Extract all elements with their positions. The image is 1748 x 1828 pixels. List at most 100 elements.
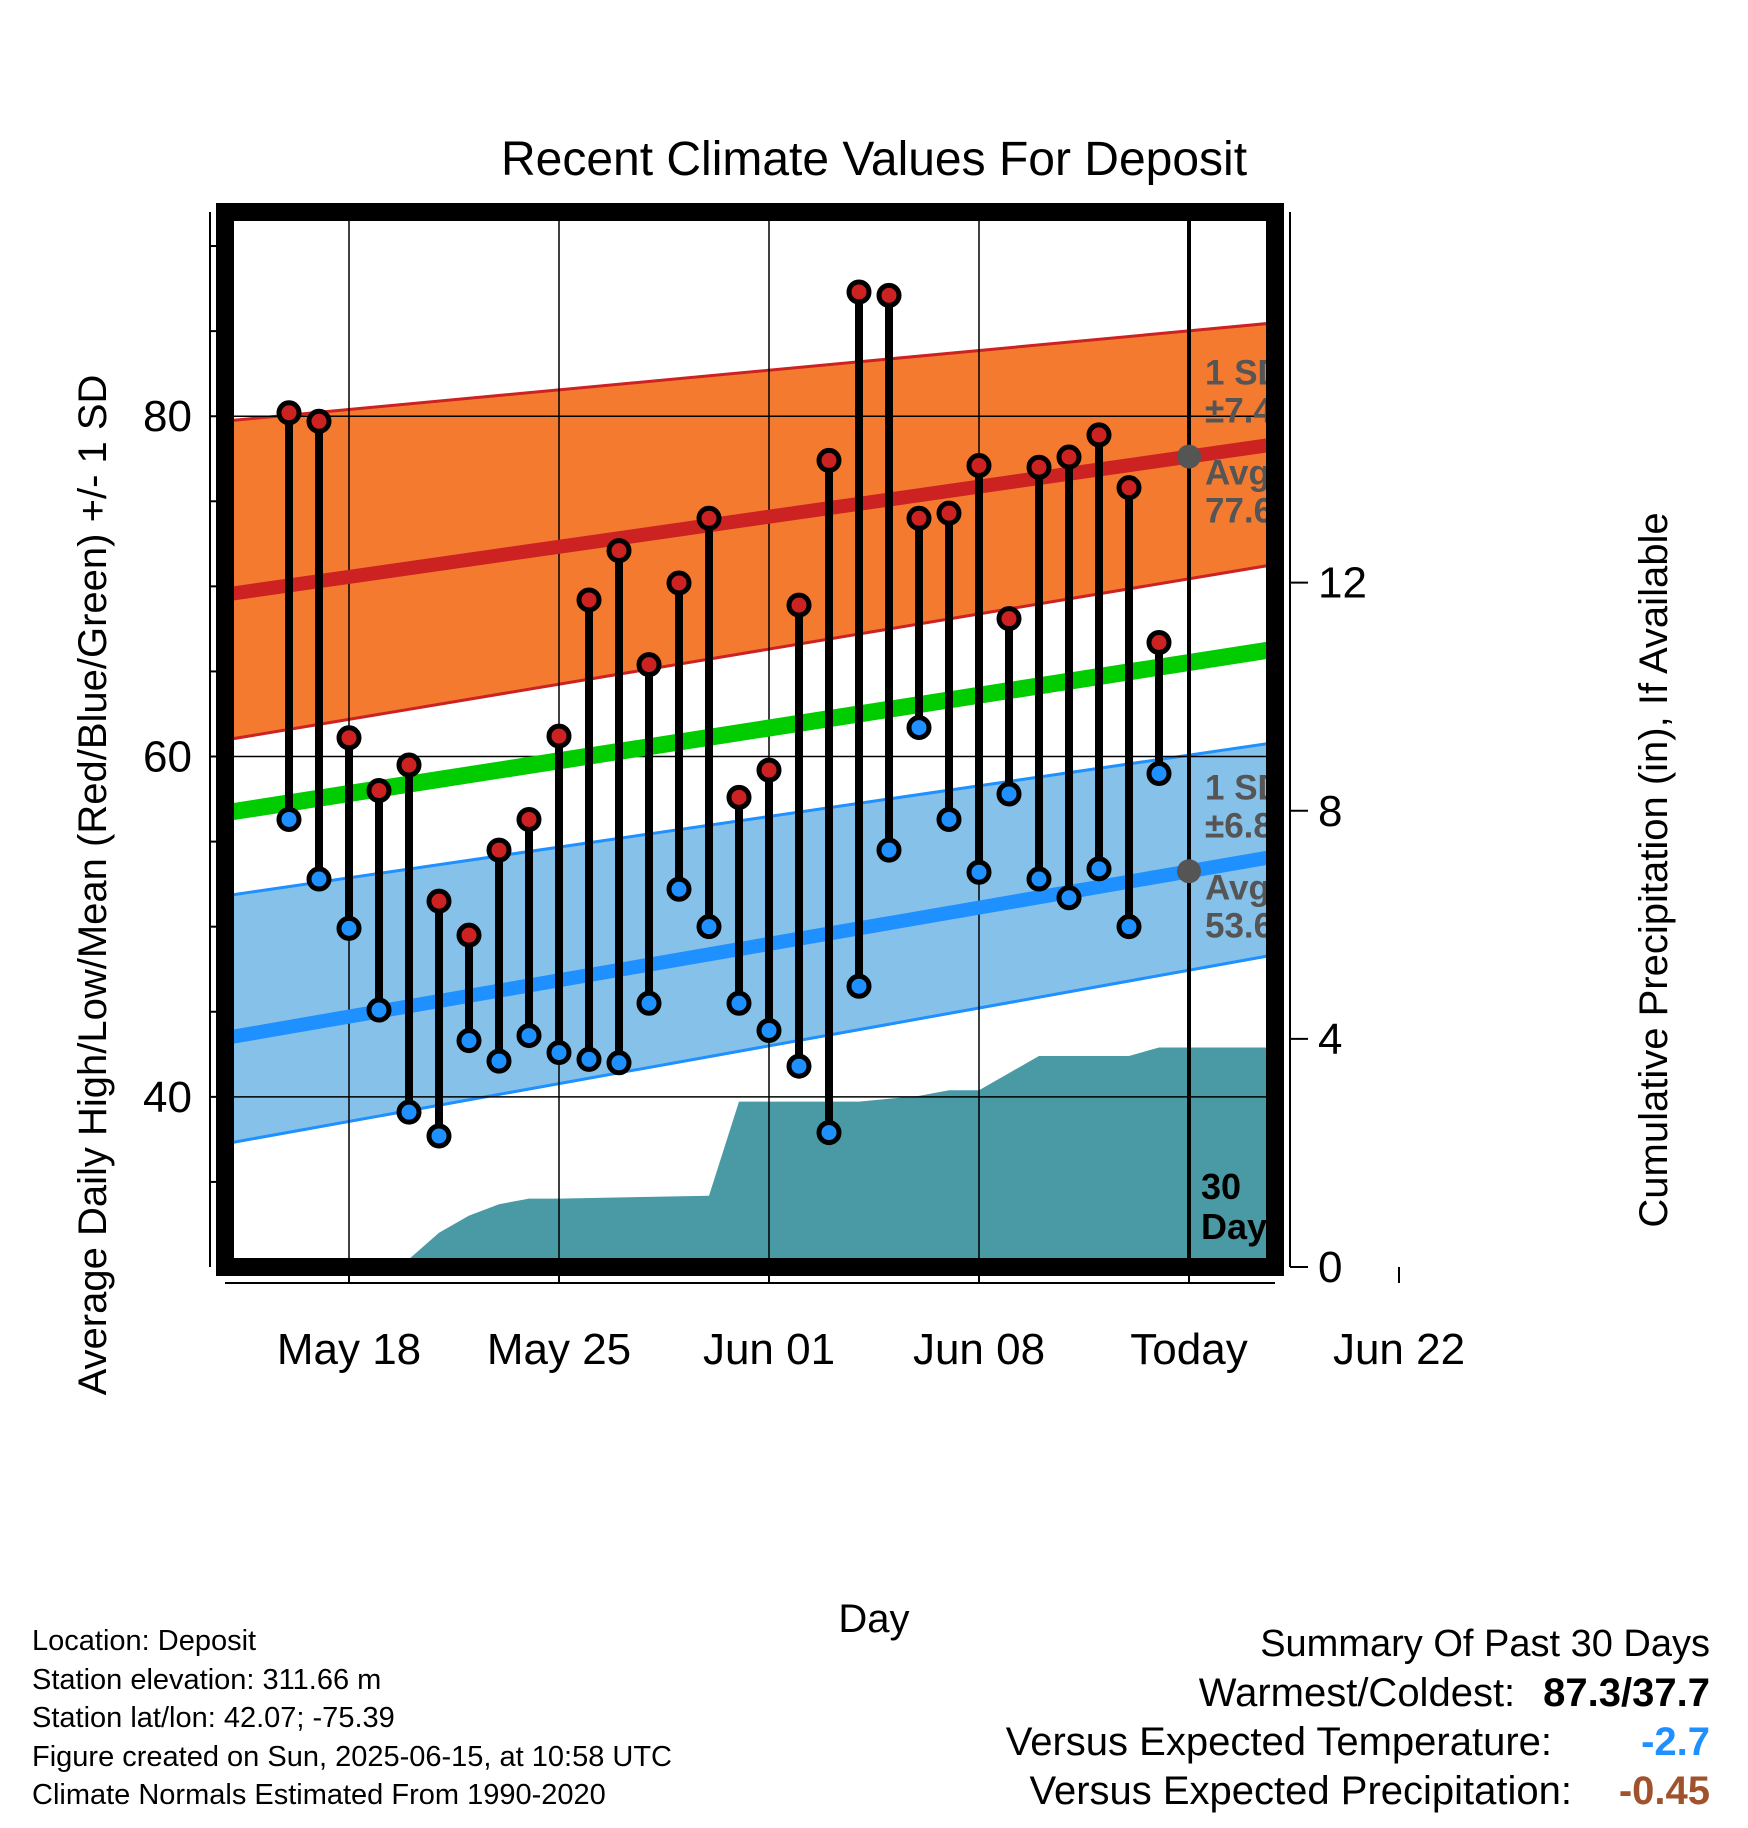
daily-high-point (966, 453, 992, 479)
high-avg-label: Avg: (1205, 454, 1281, 493)
daily-low-point (1056, 885, 1082, 911)
daily-low-point (636, 990, 662, 1016)
daily-low-point (1086, 856, 1112, 882)
y-tick-label: 40 (143, 1073, 192, 1122)
today-high-avg-marker (1177, 444, 1201, 469)
daily-low-point (1116, 914, 1142, 940)
daily-low-point (606, 1050, 632, 1076)
daily-low-point (696, 914, 722, 940)
daily-low-point (966, 859, 992, 885)
precip-label: Versus Expected Precipitation: (1029, 1769, 1572, 1813)
x-tick-label: May 18 (277, 1325, 421, 1374)
temp-value: -2.7 (1641, 1720, 1710, 1764)
daily-high-point (726, 784, 752, 810)
low-avg-value: 53.6ºF (1205, 906, 1307, 945)
x-tick-label: Jun 08 (913, 1325, 1045, 1374)
daily-high-point (366, 778, 392, 804)
daily-high-point (846, 279, 872, 305)
y-tick-label: 80 (143, 392, 192, 441)
summary-panel: Summary Of Past 30 Days Warmest/Coldest:… (1006, 1620, 1710, 1816)
daily-high-point (696, 505, 722, 531)
summary-temp-row: Versus Expected Temperature: -2.7 (1006, 1718, 1710, 1767)
daily-low-point (576, 1046, 602, 1072)
daily-low-point (1026, 866, 1052, 892)
daily-high-point (1116, 475, 1142, 501)
daily-high-point (456, 922, 482, 948)
days-unit-label: Days (1201, 1206, 1287, 1247)
high-avg-value: 77.6ºF (1205, 492, 1307, 531)
precipitation-area (259, 1047, 1275, 1267)
daily-low-point (936, 806, 962, 832)
low-sd-label: 1 SD: (1205, 768, 1294, 807)
daily-low-point (666, 876, 692, 902)
low-sd-value: ±6.8ºF (1205, 806, 1307, 845)
precip-tick-label: 8 (1318, 787, 1342, 836)
daily-low-point (816, 1120, 842, 1146)
daily-high-point (816, 447, 842, 473)
daily-high-point (306, 408, 332, 434)
today-low-avg-marker (1177, 859, 1201, 884)
daily-low-point (306, 866, 332, 892)
daily-high-point (666, 570, 692, 596)
elevation-text: Station elevation: 311.66 m (32, 1663, 382, 1696)
high-sd-band (229, 322, 1275, 740)
days-count-label: 30 (1201, 1166, 1241, 1207)
plot-frame (216, 203, 1284, 1276)
daily-high-point (576, 587, 602, 613)
precip-value: -0.45 (1618, 1769, 1710, 1813)
daily-high-point (1086, 422, 1112, 448)
daily-low-point (876, 837, 902, 863)
daily-low-point (726, 990, 752, 1016)
x-tick-label: May 25 (487, 1325, 631, 1374)
daily-low-point (336, 915, 362, 941)
daily-low-point (756, 1017, 782, 1043)
daily-low-point (906, 715, 932, 741)
y-axis-label-left: Average Daily High/Low/Mean (Red/Blue/Gr… (71, 375, 115, 1396)
high-sd-value: ±7.4ºF (1205, 392, 1307, 431)
daily-high-point (396, 752, 422, 778)
daily-high-point (1056, 444, 1082, 470)
warm-cold-label: Warmest/Coldest: (1198, 1671, 1516, 1715)
daily-low-point (996, 781, 1022, 807)
summary-precip-row: Versus Expected Precipitation: -0.45 (1006, 1767, 1710, 1816)
chart-title: Recent Climate Values For Deposit (501, 133, 1247, 186)
daily-high-point (876, 282, 902, 308)
x-axis-label: Day (838, 1597, 909, 1641)
x-tick-label: Today (1130, 1325, 1247, 1374)
temp-label: Versus Expected Temperature: (1005, 1720, 1552, 1764)
x-tick-label: Jun 22 (1333, 1325, 1465, 1374)
daily-high-point (636, 652, 662, 678)
created-text: Figure created on Sun, 2025-06-15, at 10… (32, 1740, 672, 1773)
precip-tick-label: 0 (1318, 1243, 1342, 1292)
daily-high-point (546, 723, 572, 749)
daily-low-point (546, 1040, 572, 1066)
daily-high-point (1146, 630, 1172, 656)
daily-high-point (516, 806, 542, 832)
latlon-text: Station lat/lon: 42.07; -75.39 (32, 1702, 395, 1734)
daily-high-point (426, 888, 452, 914)
daily-high-point (936, 500, 962, 526)
x-tick-label: Jun 01 (703, 1325, 835, 1374)
daily-low-point (276, 806, 302, 832)
daily-high-point (996, 606, 1022, 632)
daily-low-point (366, 997, 392, 1023)
daily-low-point (846, 973, 872, 999)
warm-cold-value: 87.3/37.7 (1543, 1671, 1710, 1715)
daily-high-point (336, 725, 362, 751)
daily-low-point (456, 1028, 482, 1054)
summary-heading: Summary Of Past 30 Days (1260, 1623, 1710, 1665)
location-text: Location: Deposit (32, 1625, 257, 1657)
daily-high-point (606, 538, 632, 564)
daily-high-point (756, 757, 782, 783)
daily-low-point (396, 1099, 422, 1125)
high-sd-label: 1 SD: (1205, 354, 1294, 393)
daily-high-point (276, 400, 302, 426)
normals-text: Climate Normals Estimated From 1990-2020 (32, 1779, 606, 1811)
station-info: Location: Deposit Station elevation: 311… (32, 1622, 672, 1815)
low-avg-label: Avg: (1205, 868, 1281, 907)
daily-low-point (426, 1123, 452, 1149)
precip-tick-label: 4 (1318, 1015, 1342, 1064)
